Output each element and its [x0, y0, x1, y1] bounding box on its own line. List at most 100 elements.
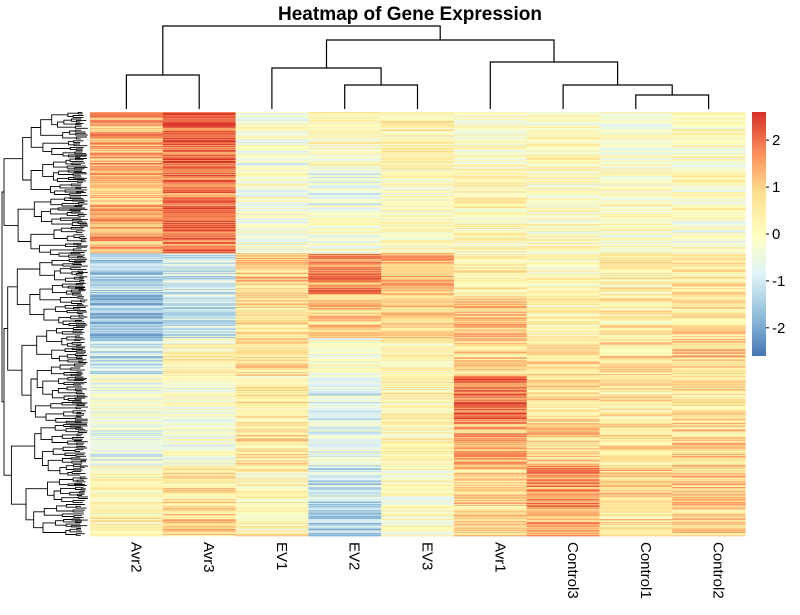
heatmap-cell — [162, 426, 237, 429]
heatmap-cell — [308, 280, 382, 282]
heatmap-cell — [308, 292, 382, 295]
heatmap-cell — [308, 152, 382, 154]
heatmap-cell — [235, 455, 309, 458]
heatmap-cell — [381, 470, 455, 473]
heatmap-cell — [90, 478, 164, 480]
heatmap-cell — [90, 329, 164, 331]
heatmap-cell — [453, 226, 528, 229]
heatmap-cell — [453, 496, 528, 498]
heatmap-cell — [90, 179, 164, 182]
heatmap-cell — [162, 510, 237, 512]
heatmap-cell — [235, 145, 309, 148]
heatmap-cell — [235, 139, 309, 141]
heatmap-cell — [672, 325, 746, 328]
heatmap-cell — [599, 312, 673, 315]
heatmap-cell — [672, 480, 746, 482]
heatmap-cell — [381, 372, 455, 374]
heatmap-cell — [381, 298, 455, 300]
heatmap-cell — [672, 226, 746, 228]
heatmap-cell — [90, 381, 164, 383]
heatmap-cell — [526, 455, 601, 458]
heatmap-cell — [526, 415, 601, 417]
heatmap-cell — [308, 339, 382, 341]
heatmap-cell — [235, 283, 309, 285]
heatmap-cell — [162, 252, 237, 254]
heatmap-cell — [526, 291, 601, 294]
heatmap-cell — [381, 160, 455, 162]
heatmap-cell — [381, 244, 455, 247]
heatmap-cell — [235, 361, 309, 364]
heatmap-cell — [235, 221, 309, 223]
heatmap-cell — [162, 271, 237, 273]
heatmap-cell — [526, 465, 601, 467]
heatmap-cell — [308, 149, 382, 152]
heatmap-cell — [381, 312, 455, 315]
heatmap-cell — [90, 267, 164, 269]
heatmap-cell — [453, 481, 528, 483]
heatmap-cell — [381, 389, 455, 391]
heatmap-cell — [235, 371, 309, 373]
heatmap-cell — [162, 448, 237, 450]
heatmap-cell — [599, 513, 673, 515]
heatmap-cell — [381, 274, 455, 276]
heatmap-cell — [235, 491, 309, 494]
heatmap-cell — [599, 499, 673, 501]
heatmap-cell — [90, 505, 164, 508]
heatmap-cell — [90, 226, 164, 229]
heatmap-cell — [90, 144, 164, 147]
heatmap-cell — [90, 364, 164, 366]
heatmap-cell — [453, 438, 528, 440]
heatmap-cell — [599, 339, 673, 341]
heatmap-cell — [526, 115, 601, 118]
heatmap-cell — [308, 484, 382, 486]
heatmap-cell — [672, 128, 746, 131]
heatmap-cell — [672, 228, 746, 231]
heatmap-cell — [90, 383, 164, 385]
heatmap-cell — [162, 336, 237, 338]
heatmap-cell — [381, 178, 455, 181]
heatmap-cell — [308, 209, 382, 212]
heatmap-cell — [162, 472, 237, 475]
heatmap-cell — [453, 528, 528, 530]
heatmap-cell — [672, 340, 746, 343]
heatmap-cell — [526, 384, 601, 386]
heatmap-cell — [453, 527, 528, 529]
heatmap-cell — [308, 522, 382, 525]
heatmap-cell — [453, 301, 528, 303]
heatmap-cell — [308, 264, 382, 266]
heatmap-cell — [453, 258, 528, 260]
heatmap-cell — [381, 323, 455, 325]
heatmap-cell — [162, 443, 237, 445]
heatmap-cell — [672, 208, 746, 210]
heatmap-cell — [453, 267, 528, 269]
heatmap-cell — [599, 296, 673, 299]
heatmap-cell — [599, 295, 673, 298]
heatmap-cell — [453, 363, 528, 365]
heatmap-cell — [90, 353, 164, 355]
heatmap-cell — [453, 134, 528, 136]
heatmap-cell — [235, 417, 309, 419]
heatmap-cell — [162, 535, 237, 537]
heatmap-cell — [526, 392, 601, 395]
heatmap-cell — [90, 136, 164, 138]
heatmap-cell — [90, 474, 164, 477]
heatmap-cell — [599, 193, 673, 196]
heatmap-cell — [162, 201, 237, 203]
heatmap-cell — [162, 213, 237, 216]
heatmap-cell — [235, 298, 309, 300]
heatmap-cell — [381, 257, 455, 259]
heatmap-cell — [672, 297, 746, 299]
heatmap-cell — [672, 156, 746, 158]
heatmap-cell — [381, 128, 455, 131]
heatmap-cell — [453, 172, 528, 174]
heatmap-cell — [235, 214, 309, 217]
heatmap-cell — [453, 311, 528, 314]
heatmap-cell — [308, 460, 382, 462]
heatmap-cell — [453, 193, 528, 195]
heatmap-cell — [235, 232, 309, 234]
heatmap-cell — [453, 367, 528, 369]
heatmap-cell — [599, 344, 673, 347]
heatmap-cell — [381, 247, 455, 250]
heatmap-cell — [381, 250, 455, 252]
heatmap-cell — [162, 454, 237, 456]
